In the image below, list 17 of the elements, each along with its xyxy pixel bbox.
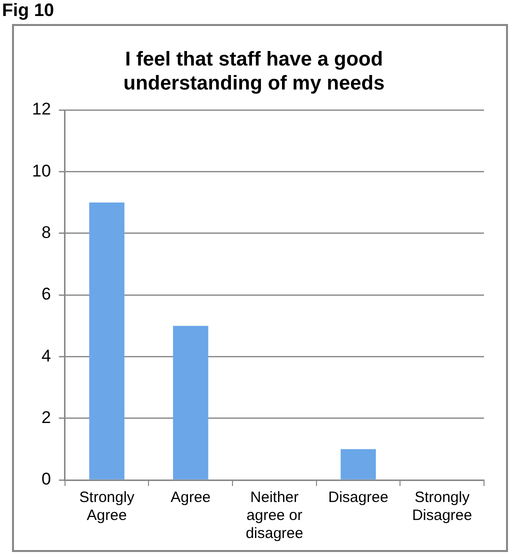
- x-tick-label: Agree: [170, 489, 211, 506]
- y-tick-label: 12: [32, 100, 51, 119]
- x-tick-label: Strongly Disagree: [412, 489, 472, 524]
- caption: Fig 10: [2, 0, 54, 20]
- bar: [173, 326, 208, 480]
- x-tick-label: Disagree: [328, 489, 388, 506]
- y-tick-label: 4: [41, 346, 51, 366]
- y-tick-label: 0: [41, 470, 51, 489]
- x-tick-label: Strongly Agree: [79, 489, 135, 524]
- bar: [340, 449, 376, 480]
- y-tick-label: 2: [41, 408, 51, 428]
- bar: [89, 202, 124, 480]
- chart-title: I feel that staff have a good understanding of my needs: [123, 48, 385, 95]
- y-tick-label: 8: [41, 223, 51, 242]
- y-tick-label: 10: [32, 161, 51, 180]
- y-tick-label: 6: [41, 284, 51, 304]
- x-tick-label: Neither agree or disagree: [246, 489, 304, 542]
